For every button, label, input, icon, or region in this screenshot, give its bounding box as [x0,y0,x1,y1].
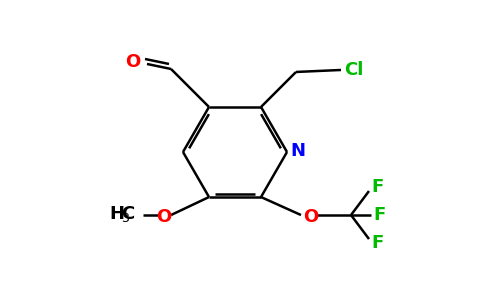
Text: F: F [371,234,383,252]
Text: N: N [290,142,305,160]
Text: C: C [121,205,134,223]
Text: H: H [109,205,124,223]
Text: O: O [125,53,141,71]
Text: O: O [303,208,318,226]
Text: F: F [371,178,383,196]
Text: 3: 3 [121,212,129,224]
Text: F: F [373,206,385,224]
Text: O: O [156,208,171,226]
Text: Cl: Cl [344,61,363,79]
